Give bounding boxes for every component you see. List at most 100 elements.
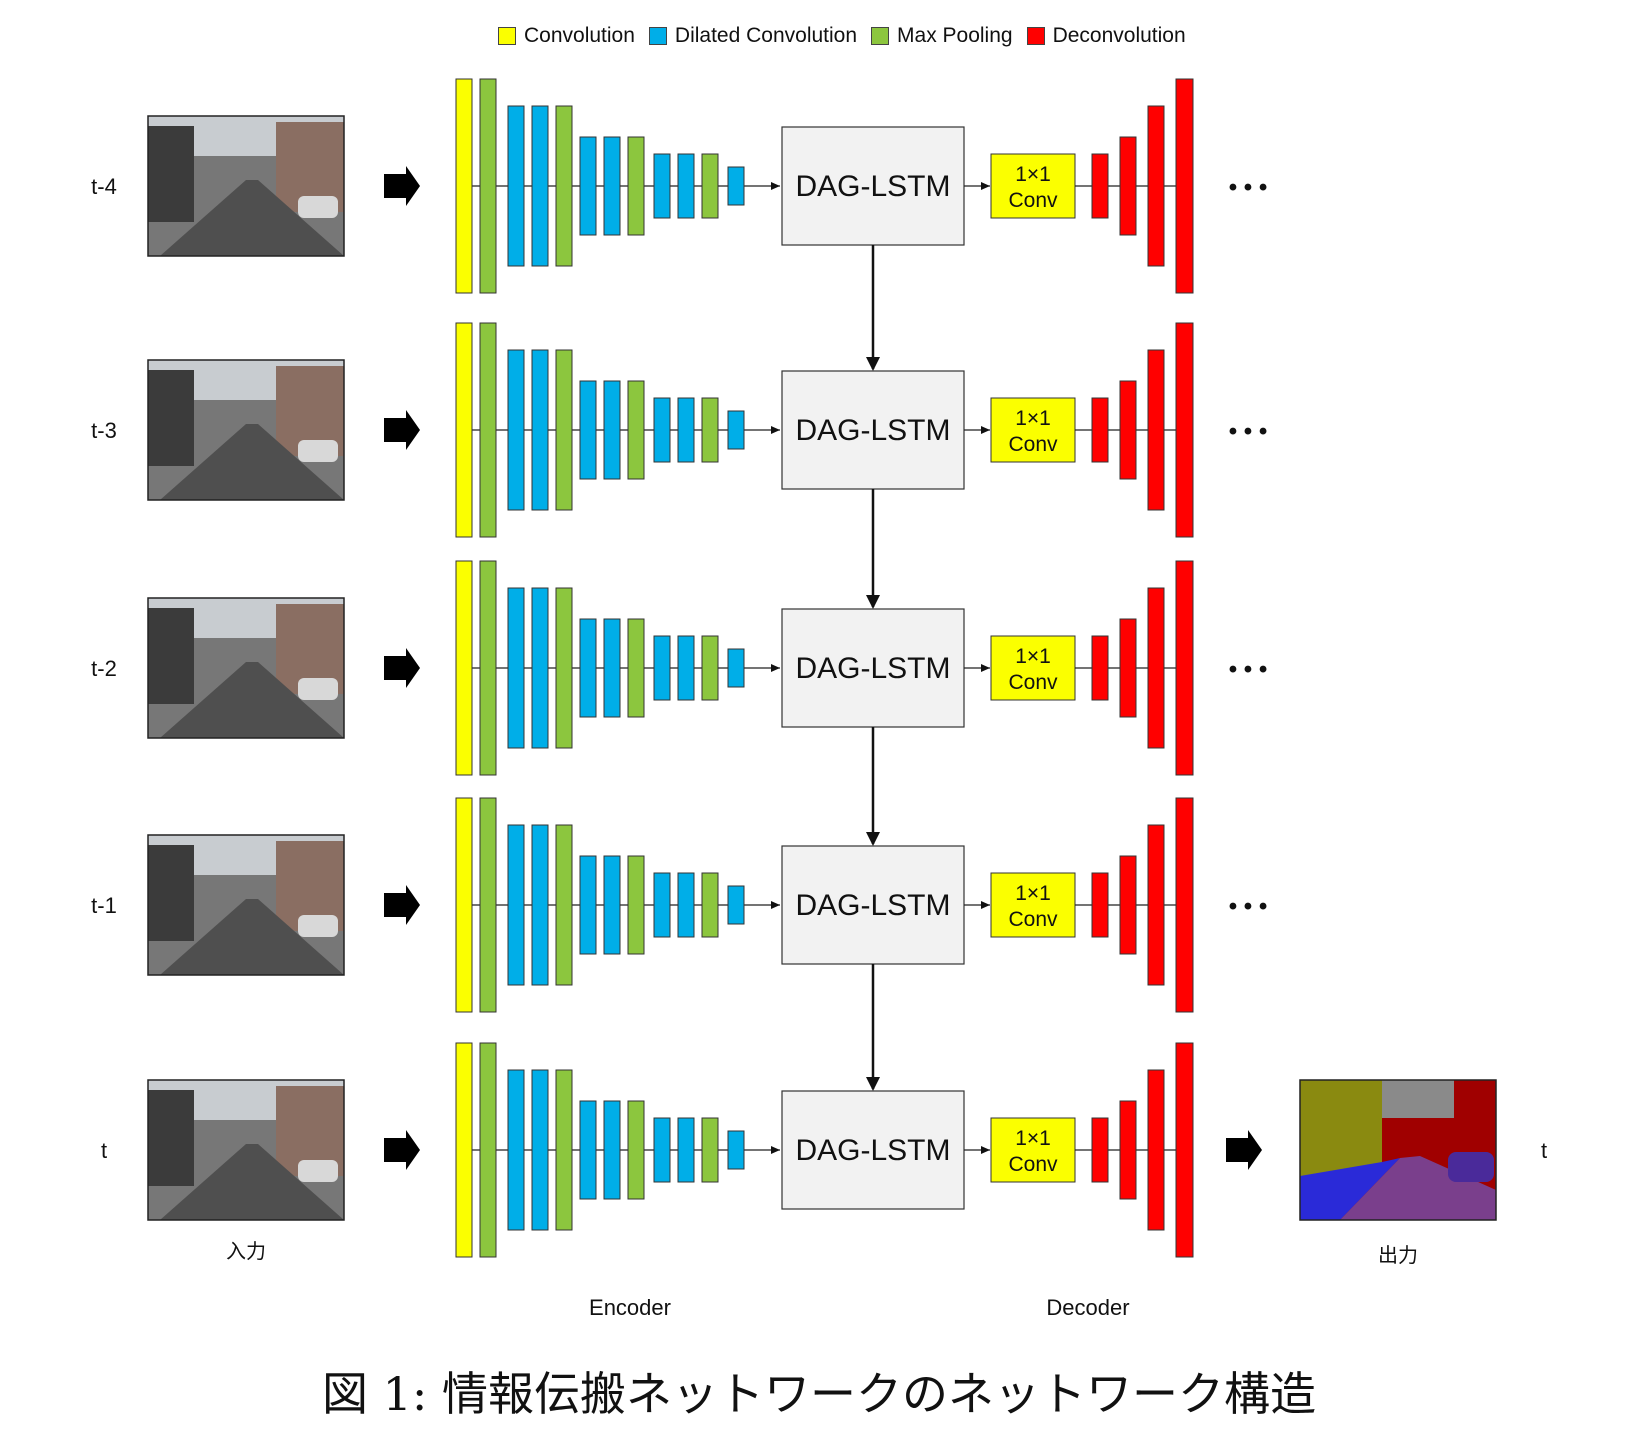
- street-road: [160, 424, 344, 500]
- dilated-convolution-layer: [531, 1069, 549, 1231]
- legend-label-convolution: Convolution: [524, 24, 635, 47]
- convolution-layer: [455, 1042, 473, 1258]
- deconvolution-layer: [1119, 1100, 1137, 1200]
- time-label: t-2: [91, 656, 117, 681]
- figure-caption: 図 1: 情報伝搬ネットワークのネットワーク構造: [321, 1367, 1316, 1421]
- deconvolution-layer: [1175, 322, 1194, 538]
- frame-image: [147, 115, 345, 257]
- convolution-layer: [455, 797, 473, 1013]
- dilated-convolution-layer: [677, 153, 695, 219]
- conv-1x1-label: Conv: [1008, 433, 1058, 456]
- segmentation-output-image: [1299, 1079, 1497, 1221]
- convolution-layer: [455, 560, 473, 776]
- input-label: 入力: [226, 1240, 266, 1263]
- legend: Convolution Dilated Convolution Max Pool…: [498, 24, 1186, 48]
- input-arrow-head-icon: [406, 885, 420, 925]
- deconvolution-layer: [1091, 153, 1109, 219]
- legend-label-deconvolution: Deconvolution: [1052, 24, 1186, 47]
- frame-image: [147, 597, 345, 739]
- seg-tree-region: [1300, 1080, 1382, 1176]
- max-pooling-layer: [479, 78, 497, 294]
- max-pooling-layer: [479, 560, 497, 776]
- dilated-convolution-layer: [507, 349, 525, 511]
- max-pooling-layer: [479, 1042, 497, 1258]
- frame-row: t-2 DAG-LSTM 1×1 Conv • • •: [91, 560, 1268, 776]
- frame-row: t DAG-LSTM 1×1 Conv: [101, 1042, 1194, 1258]
- continuation-dots: • • •: [1229, 656, 1268, 683]
- encoder-label: Encoder: [589, 1295, 671, 1320]
- deconvolution-layer: [1119, 380, 1137, 480]
- legend-item-convolution: Convolution: [498, 24, 635, 48]
- dilated-convolution-layer: [579, 1100, 597, 1200]
- deconvolution-layer: [1175, 560, 1194, 776]
- dilated-convolution-layer: [653, 153, 671, 219]
- time-label: t: [101, 1138, 107, 1163]
- frame-row: t-1 DAG-LSTM 1×1 Conv • • •: [91, 797, 1267, 1013]
- conv-1x1-label: 1×1: [1015, 1127, 1051, 1150]
- dilated-convolution-layer: [727, 1130, 745, 1170]
- deconvolution-layer: [1175, 797, 1194, 1013]
- dilated-convolution-layer: [677, 872, 695, 938]
- dilated-convolution-layer: [603, 855, 621, 955]
- dilated-convolution-layer: [727, 648, 745, 688]
- max-pooling-layer: [627, 618, 645, 718]
- conv-1x1-label: 1×1: [1015, 407, 1051, 430]
- max-pooling-layer: [701, 397, 719, 463]
- seg-sky-region: [1380, 1080, 1454, 1118]
- dilated-convolution-layer: [653, 397, 671, 463]
- max-pooling-layer: [555, 105, 573, 267]
- conv-1x1-block: [990, 153, 1076, 219]
- max-pooling-layer: [479, 322, 497, 538]
- deconvolution-layer: [1147, 1069, 1165, 1231]
- dilated-convolution-layer: [727, 885, 745, 925]
- time-label: t-1: [91, 893, 117, 918]
- max-pooling-layer: [701, 635, 719, 701]
- conv-1x1-block: [990, 1117, 1076, 1183]
- seg-road-region: [1340, 1156, 1496, 1220]
- max-pooling-layer: [701, 872, 719, 938]
- deconvolution-layer: [1091, 872, 1109, 938]
- max-pooling-layer: [701, 1117, 719, 1183]
- input-arrow-head-icon: [406, 166, 420, 206]
- legend-item-deconvolution: Deconvolution: [1026, 24, 1186, 48]
- dag-lstm-block: [781, 608, 965, 728]
- street-trees: [148, 370, 194, 466]
- street-car: [298, 915, 338, 937]
- deconvolution-layer: [1119, 618, 1137, 718]
- dilated-convolution-layer: [507, 824, 525, 986]
- dilated-convolution-layer: [603, 618, 621, 718]
- dilated-convolution-layer: [727, 410, 745, 450]
- image-border: [147, 1079, 345, 1221]
- dilated-convolution-layer: [579, 380, 597, 480]
- dilated-convolution-layer: [677, 397, 695, 463]
- input-image: [147, 1079, 345, 1221]
- conv-1x1-block: [990, 635, 1076, 701]
- dilated-convolution-layer: [677, 635, 695, 701]
- street-trees: [148, 126, 194, 222]
- deconvolution-layer: [1091, 635, 1109, 701]
- legend-item-max-pooling: Max Pooling: [871, 24, 1013, 48]
- continuation-dots: • • •: [1229, 174, 1268, 201]
- convolution-layer: [455, 322, 473, 538]
- deconvolution-layer: [1119, 136, 1137, 236]
- seg-car-region: [1448, 1152, 1494, 1182]
- dilated-convolution-layer: [579, 855, 597, 955]
- deconvolution-layer: [1175, 1042, 1194, 1258]
- legend-swatch-dilated-convolution: [648, 27, 667, 45]
- dilated-convolution-layer: [579, 618, 597, 718]
- street-trees: [148, 1090, 194, 1186]
- dilated-convolution-layer: [507, 587, 525, 749]
- dag-lstm-label: DAG-LSTM: [795, 1134, 950, 1167]
- deconvolution-layer: [1147, 587, 1165, 749]
- legend-swatch-deconvolution: [1026, 27, 1045, 45]
- max-pooling-layer: [627, 136, 645, 236]
- max-pooling-layer: [627, 1100, 645, 1200]
- max-pooling-layer: [701, 153, 719, 219]
- input-arrow-icon: [384, 656, 410, 680]
- street-trees: [148, 608, 194, 704]
- conv-1x1-label: 1×1: [1015, 163, 1051, 186]
- frame-image: [147, 834, 345, 976]
- legend-label-max-pooling: Max Pooling: [897, 24, 1013, 47]
- conv-1x1-label: Conv: [1008, 908, 1058, 931]
- convolution-layer: [455, 78, 473, 294]
